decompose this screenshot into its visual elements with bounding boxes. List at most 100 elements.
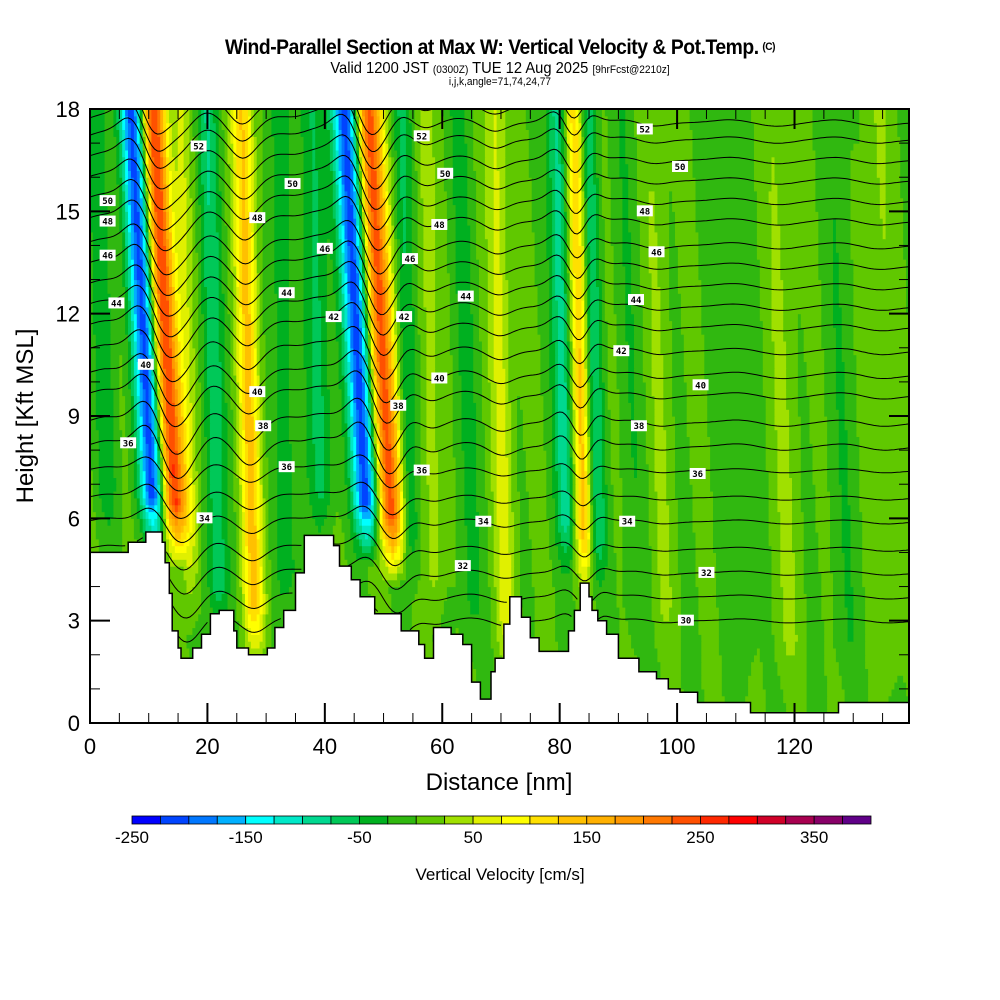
field-cell bbox=[581, 416, 585, 424]
field-cell bbox=[192, 422, 196, 431]
field-cell bbox=[139, 429, 144, 437]
field-cell bbox=[370, 504, 375, 513]
field-cell bbox=[353, 381, 357, 390]
field-cell bbox=[821, 579, 834, 588]
field-cell bbox=[566, 450, 571, 458]
field-cell bbox=[505, 416, 512, 424]
field-cell bbox=[370, 429, 375, 437]
field-cell bbox=[171, 552, 193, 560]
field-cell bbox=[376, 368, 381, 376]
field-cell bbox=[569, 429, 574, 437]
field-cell bbox=[590, 504, 594, 513]
field-cell bbox=[95, 368, 111, 376]
field-cell bbox=[160, 341, 164, 349]
field-cell bbox=[604, 518, 609, 526]
field-cell bbox=[359, 484, 363, 492]
field-cell bbox=[239, 477, 243, 485]
field-cell bbox=[288, 381, 308, 390]
field-cell bbox=[508, 497, 512, 506]
field-cell bbox=[192, 525, 196, 533]
field-cell bbox=[590, 518, 594, 526]
field-cell bbox=[163, 327, 170, 335]
field-cell bbox=[672, 600, 682, 608]
field-cell bbox=[230, 395, 237, 403]
field-cell bbox=[429, 525, 439, 533]
field-cell bbox=[201, 395, 205, 403]
field-cell bbox=[716, 566, 773, 574]
field-cell bbox=[607, 559, 618, 567]
field-cell bbox=[502, 334, 509, 342]
field-cell bbox=[458, 361, 474, 369]
field-cell bbox=[256, 347, 261, 356]
field-cell bbox=[136, 381, 141, 390]
field-cell bbox=[268, 477, 278, 485]
field-cell bbox=[163, 354, 173, 362]
field-cell bbox=[230, 566, 237, 574]
field-cell bbox=[403, 518, 407, 526]
field-cell bbox=[370, 450, 375, 458]
field-cell bbox=[552, 395, 556, 403]
field-cell bbox=[113, 456, 123, 465]
field-cell bbox=[599, 381, 606, 390]
field-cell bbox=[520, 552, 533, 560]
field-cell bbox=[408, 511, 419, 519]
field-cell bbox=[242, 497, 246, 506]
field-cell bbox=[476, 422, 486, 431]
field-cell bbox=[555, 395, 559, 403]
field-cell bbox=[262, 559, 267, 567]
field-cell bbox=[508, 334, 542, 342]
field-cell bbox=[277, 456, 293, 465]
field-cell bbox=[663, 368, 673, 376]
field-cell bbox=[379, 538, 384, 547]
field-cell bbox=[236, 566, 240, 574]
field-cell bbox=[195, 409, 202, 417]
field-cell bbox=[587, 552, 591, 560]
field-cell bbox=[151, 463, 155, 472]
field-cell bbox=[522, 607, 536, 615]
field-cell bbox=[496, 477, 509, 485]
field-cell bbox=[174, 347, 179, 356]
field-cell bbox=[511, 422, 518, 431]
field-cell bbox=[660, 334, 673, 342]
field-cell bbox=[373, 334, 378, 342]
field-cell bbox=[581, 572, 588, 581]
field-cell bbox=[239, 395, 243, 403]
field-cell bbox=[256, 470, 261, 478]
field-cell bbox=[154, 354, 158, 362]
field-cell bbox=[265, 552, 269, 560]
field-cell bbox=[786, 641, 796, 649]
field-cell bbox=[666, 491, 676, 499]
field-cell bbox=[812, 463, 828, 472]
field-cell bbox=[534, 634, 556, 642]
field-cell bbox=[186, 368, 190, 376]
field-cell bbox=[379, 463, 384, 472]
field-cell bbox=[499, 600, 512, 608]
field-cell bbox=[827, 477, 840, 485]
field-cell bbox=[195, 504, 199, 513]
field-cell bbox=[651, 552, 658, 560]
field-cell bbox=[560, 532, 571, 540]
field-cell bbox=[660, 675, 682, 683]
field-cell bbox=[148, 416, 152, 424]
field-cell bbox=[514, 579, 521, 588]
field-cell bbox=[590, 532, 594, 540]
field-cell bbox=[171, 368, 176, 376]
field-cell bbox=[227, 497, 234, 506]
field-cell bbox=[809, 422, 828, 431]
field-cell bbox=[312, 402, 325, 410]
field-cell bbox=[353, 525, 357, 533]
field-cell bbox=[356, 491, 360, 499]
field-cell bbox=[438, 538, 457, 547]
field-cell bbox=[186, 497, 190, 506]
field-cell bbox=[593, 443, 603, 451]
field-cell bbox=[672, 368, 685, 376]
field-cell bbox=[288, 436, 308, 444]
field-cell bbox=[786, 361, 799, 369]
field-cell bbox=[824, 361, 837, 369]
field-cell bbox=[604, 511, 609, 519]
field-cell bbox=[838, 661, 866, 669]
field-cell bbox=[388, 429, 392, 437]
field-cell bbox=[569, 395, 574, 403]
field-cell bbox=[508, 388, 542, 397]
field-cell bbox=[552, 491, 559, 499]
